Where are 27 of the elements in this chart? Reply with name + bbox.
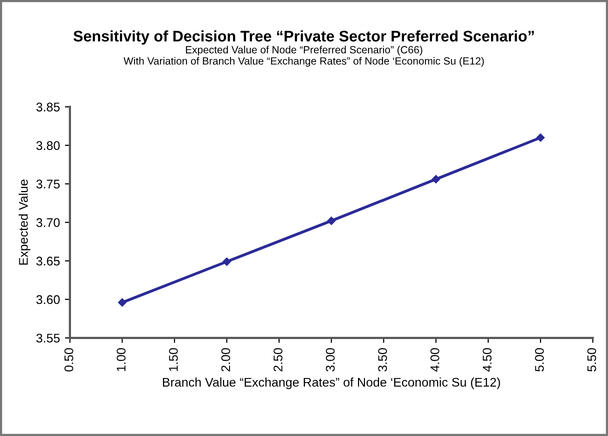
y-axis-title: Expected Value	[18, 180, 30, 265]
point	[118, 298, 126, 307]
x-axis-title: Branch Value “Exchange Rates” of Node ‘Economic Su (E12)	[162, 378, 500, 390]
x-tick-label: 2.50	[274, 348, 282, 372]
chart-subtitle: Expected Value of Node “Preferred Scenario” (C66) With Variation of Branch Value “Exchange Rates” of Node ‘Economic Su (E12)	[124, 46, 484, 67]
point	[327, 216, 336, 225]
x-tick-label: 1.50	[169, 348, 178, 371]
y-tick-label: 3.65	[36, 256, 60, 266]
x-tick-label: 5.00	[535, 348, 544, 372]
y-tick-label: 3.75	[36, 180, 60, 188]
x-tick-label: 0.50	[64, 348, 74, 372]
x-tick-label: 5.50	[587, 348, 596, 372]
point	[222, 258, 231, 266]
x-tick-label: 4.00	[430, 348, 440, 372]
y-tick-label: 3.55	[36, 334, 60, 343]
point	[432, 175, 440, 184]
x-tick-label: 2.00	[221, 348, 230, 372]
y-tick-label: 3.85	[36, 102, 60, 112]
chart-title: Sensitivity of Decision Tree “Private Sector Preferred Scenario”	[73, 30, 534, 45]
x-tick-label: 4.50	[482, 348, 492, 372]
x-tick-label: 1.00	[116, 348, 126, 371]
y-tick-label: 3.70	[36, 218, 60, 228]
point	[536, 134, 545, 142]
x-tick-label: 3.50	[378, 348, 388, 372]
y-tick-label: 3.80	[36, 141, 60, 150]
y-tick-label: 3.60	[36, 295, 60, 304]
x-tick-label: 3.00	[326, 348, 335, 372]
